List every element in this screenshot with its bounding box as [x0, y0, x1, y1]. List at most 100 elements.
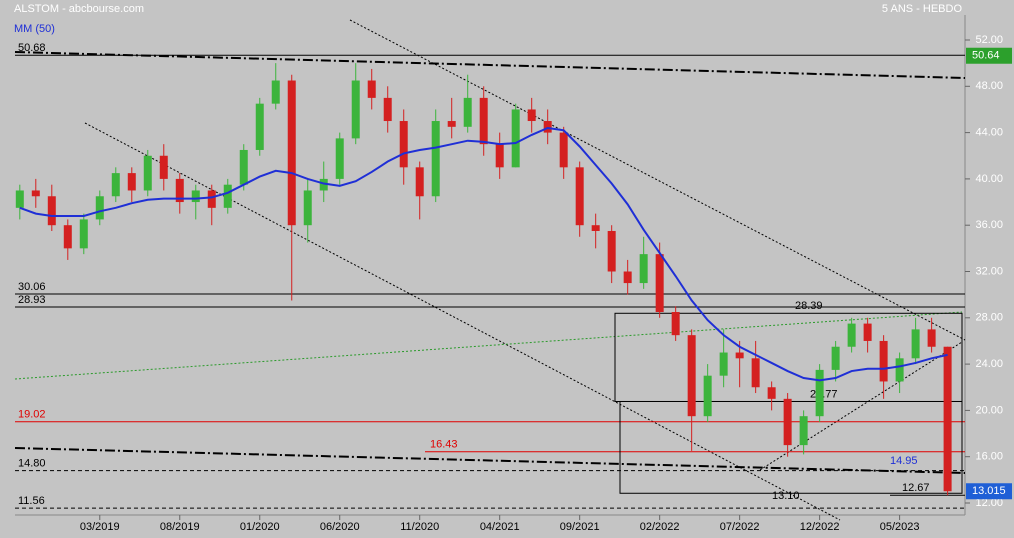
candle-body — [927, 329, 936, 347]
candle-body — [415, 167, 424, 197]
trend-line — [349, 19, 966, 341]
level-label: 28.39 — [795, 300, 823, 312]
candle-body — [399, 121, 408, 168]
candle-body — [735, 352, 744, 359]
candle-body — [271, 80, 280, 104]
candle-body — [479, 97, 488, 145]
price-tag — [966, 483, 1012, 500]
candle-body — [31, 190, 40, 197]
x-tick-label: 03/2019 — [80, 521, 120, 533]
candle-body — [943, 346, 952, 492]
x-tick-label: 01/2020 — [240, 521, 280, 533]
candle-body — [879, 340, 888, 382]
chart-title: ALSTOM - abcbourse.com — [14, 3, 144, 15]
candle-body — [511, 109, 520, 168]
candle-body — [895, 358, 904, 382]
level-label: 14.80 — [18, 457, 46, 469]
y-axis-area — [965, 15, 1014, 515]
candle-body — [639, 254, 648, 284]
candle-body — [703, 375, 712, 417]
level-label: 12.67 — [902, 482, 930, 494]
x-tick-label: 09/2021 — [560, 521, 600, 533]
candle-body — [815, 369, 824, 417]
candle-body — [591, 225, 600, 231]
y-tick-label: 28.00 — [975, 312, 1003, 324]
x-tick-label: 04/2021 — [480, 521, 520, 533]
price-tag-label: 13.015 — [972, 485, 1006, 497]
candle-body — [303, 190, 312, 226]
level-label: 16.43 — [430, 439, 458, 451]
candle-body — [687, 335, 696, 417]
price-tag-label: 50.64 — [972, 50, 1000, 62]
candle-body — [255, 103, 264, 150]
y-tick-label: 44.00 — [975, 127, 1003, 139]
candle-body — [207, 190, 216, 208]
trend-line — [14, 447, 966, 474]
y-tick-label: 24.00 — [975, 358, 1003, 370]
candle-body — [431, 121, 440, 197]
candle-body — [287, 80, 296, 226]
y-tick-label: 12.00 — [975, 497, 1003, 509]
level-label: 13.10 — [772, 490, 800, 502]
x-tick-label: 05/2023 — [880, 521, 920, 533]
price-tag — [966, 47, 1012, 64]
candle-body — [623, 271, 632, 284]
x-tick-label: 02/2022 — [640, 521, 680, 533]
y-tick-label: 52.00 — [975, 34, 1003, 46]
candle-body — [463, 97, 472, 127]
candle-body — [175, 178, 184, 203]
candle-body — [111, 173, 120, 197]
candle-body — [319, 178, 328, 191]
x-tick-label: 12/2022 — [800, 521, 840, 533]
y-tick-label: 40.00 — [975, 173, 1003, 185]
candle-body — [847, 323, 856, 347]
candle-body — [719, 352, 728, 376]
y-tick-label: 16.00 — [975, 451, 1003, 463]
candle-body — [159, 155, 168, 179]
candle-body — [239, 149, 248, 185]
candle-body — [143, 155, 152, 191]
candle-body — [911, 329, 920, 359]
candle-body — [783, 398, 792, 446]
level-label: 20.77 — [810, 388, 838, 400]
candle-body — [831, 346, 840, 370]
legend-entry: MM (50) — [14, 23, 55, 35]
moving-average — [19, 126, 948, 382]
candle-body — [335, 138, 344, 179]
candle-body — [351, 80, 360, 139]
candle-body — [383, 97, 392, 122]
x-tick-label: 06/2020 — [320, 521, 360, 533]
y-tick-label: 20.00 — [975, 404, 1003, 416]
x-tick-label: 07/2022 — [720, 521, 760, 533]
level-label: 50.68 — [18, 42, 46, 54]
x-tick-label: 08/2019 — [160, 521, 200, 533]
candle-body — [367, 80, 376, 98]
candle-body — [575, 167, 584, 226]
level-label: 11.56 — [18, 495, 45, 507]
y-tick-label: 36.00 — [975, 219, 1003, 231]
candle-body — [751, 358, 760, 388]
candle-body — [543, 121, 552, 133]
candle-body — [863, 323, 872, 341]
level-label: 19.02 — [18, 409, 46, 421]
level-label: 28.93 — [18, 294, 46, 306]
candle-body — [767, 387, 776, 399]
y-tick-label: 48.00 — [975, 80, 1003, 92]
candle-body — [63, 225, 72, 249]
trend-line — [14, 51, 966, 79]
candle-body — [447, 121, 456, 127]
candle-body — [191, 190, 200, 203]
candle-body — [15, 190, 24, 208]
candle-body — [95, 196, 104, 220]
chart-subtitle: 5 ANS - HEBDO — [882, 3, 963, 15]
candle-body — [607, 230, 616, 272]
candle-body — [79, 219, 88, 249]
candle-body — [559, 132, 568, 168]
level-label: 30.06 — [18, 281, 46, 293]
candle-body — [47, 196, 56, 226]
x-tick-label: 11/2020 — [400, 521, 439, 533]
candle-body — [527, 109, 536, 122]
